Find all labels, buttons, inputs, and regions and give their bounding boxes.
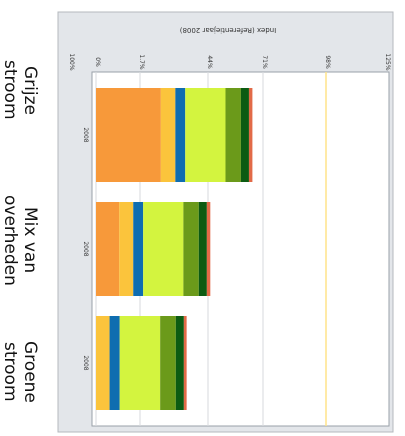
bar-segment [198,202,207,296]
bar-segment [160,88,176,182]
tick-label: 44% [206,55,213,69]
tick-label: 71% [261,55,268,69]
bar-segment [119,316,161,410]
bar-segment [96,316,110,410]
category-label: Grijze stroom [0,60,40,120]
bar-segment [185,88,226,182]
chart-title: Index (Referentiejaar 2008) [179,26,276,34]
tick-label: 0% [94,57,101,67]
bar-segment [143,202,184,296]
category-label: Groene stroom [0,341,40,403]
bar-segment [240,88,249,182]
bar-segment [183,316,187,410]
tick-label: 98% [324,55,331,69]
bar-segment [248,88,253,182]
bar-segment [96,202,120,296]
tick-label: 100% [68,53,75,70]
bar-segment [160,316,176,410]
bar-segment [175,88,186,182]
bar-segment [96,88,161,182]
bar-tick-label: 2008 [82,241,89,256]
bar-segment [225,88,241,182]
tick-label: 1.7% [138,54,145,70]
bar-segment [183,202,199,296]
bar-segment [175,316,184,410]
category-label: Mix van overheden [0,194,40,286]
bar-segment [119,202,134,296]
bar-segment [206,202,211,296]
bar-segment [133,202,144,296]
tick-label: 125% [384,53,391,70]
bar-tick-label: 2008 [82,127,89,142]
bar-tick-label: 2008 [82,355,89,370]
bar-segment [109,316,120,410]
